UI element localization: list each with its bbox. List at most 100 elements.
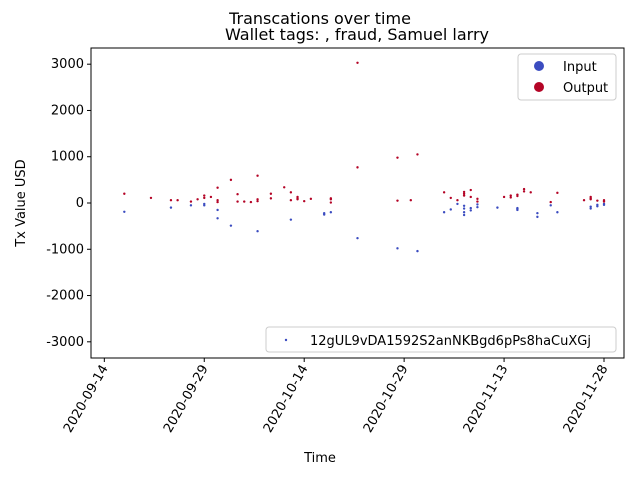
output-point (243, 200, 246, 203)
input-point (462, 204, 466, 207)
y-tick-label: 0 (76, 196, 84, 211)
input-point (536, 211, 539, 215)
legend-output-marker (534, 82, 544, 92)
output-point (269, 192, 273, 195)
output-point (123, 192, 126, 195)
output-point (556, 191, 559, 195)
legend-input-marker (534, 61, 544, 71)
output-point (396, 199, 399, 202)
output-point (303, 199, 306, 203)
output-point (509, 194, 512, 197)
y-axis-label: Tx Value USD (14, 159, 29, 247)
legend-upper: Input Output (517, 53, 617, 101)
output-point (356, 166, 359, 169)
output-point (522, 187, 526, 191)
input-point (476, 205, 479, 209)
input-point (203, 204, 206, 207)
input-point (462, 213, 466, 217)
input-point (516, 206, 519, 210)
input-point (189, 204, 193, 207)
input-point (549, 204, 552, 207)
legend-lower: 12gUL9vDA1592S2anNKBgd6pPs8haCuXGj (265, 326, 617, 353)
output-point (602, 200, 606, 203)
output-point (256, 174, 259, 177)
output-point (283, 186, 286, 189)
input-point (216, 208, 219, 212)
y-tick-label: -2000 (46, 289, 84, 304)
output-point (529, 191, 532, 194)
output-point (209, 195, 213, 199)
input-point (596, 205, 599, 208)
output-point (203, 194, 206, 197)
input-point (516, 208, 519, 212)
input-point (442, 211, 446, 214)
input-point (229, 224, 233, 227)
output-point (469, 195, 472, 199)
y-tick-label: 2000 (51, 103, 84, 118)
input-point (169, 206, 173, 209)
y-axis: -3000 -2000 -1000 0 1000 2000 3000 (46, 57, 91, 350)
chart-suptitle: Transcations over time (228, 9, 411, 28)
output-point (169, 199, 173, 202)
output-point (189, 200, 193, 203)
input-point (589, 205, 592, 208)
output-point (476, 197, 479, 201)
output-point (269, 197, 273, 200)
output-point (596, 199, 599, 202)
output-point (256, 198, 259, 201)
input-point (462, 211, 466, 214)
output-point (249, 200, 253, 204)
output-point (469, 188, 472, 192)
output-point (216, 200, 219, 204)
output-point (256, 199, 259, 203)
input-point (449, 208, 452, 211)
input-point (329, 211, 333, 214)
output-point (549, 200, 552, 204)
output-point (296, 197, 299, 200)
legend-address-label: 12gUL9vDA1592S2anNKBgd6pPs8haCuXGj (310, 334, 591, 349)
output-point (522, 190, 526, 193)
input-point (589, 207, 592, 210)
x-axis-label: Time (303, 451, 336, 466)
output-point (329, 198, 333, 201)
input-point (256, 230, 259, 233)
output-point (589, 195, 592, 199)
input-point (216, 217, 219, 220)
output-point (442, 191, 446, 194)
output-point (289, 191, 293, 194)
output-point (509, 196, 512, 199)
data-points (123, 61, 606, 253)
legend-lower-box (265, 326, 617, 353)
output-point (416, 153, 419, 156)
input-point (123, 210, 126, 213)
output-point (216, 186, 219, 189)
output-point (309, 197, 313, 201)
input-point (456, 202, 459, 206)
output-point (149, 196, 153, 200)
input-point (476, 203, 479, 206)
output-point (196, 198, 199, 201)
output-point (409, 199, 412, 202)
input-point (556, 211, 559, 214)
input-point (496, 206, 499, 209)
output-point (229, 178, 233, 182)
output-point (502, 195, 506, 199)
output-point (462, 194, 466, 197)
output-point (329, 201, 333, 204)
output-point (396, 156, 399, 159)
output-point (203, 196, 206, 200)
input-point (462, 207, 466, 210)
legend-address-marker (284, 338, 288, 342)
output-point (476, 200, 479, 203)
output-point (289, 199, 293, 202)
input-point (469, 206, 472, 210)
output-point (236, 200, 239, 203)
y-tick-label: 3000 (51, 57, 84, 72)
input-point (322, 211, 326, 215)
chart-title: Wallet tags: , fraud, Samuel larry (225, 25, 489, 44)
legend-output-label: Output (563, 81, 608, 96)
y-tick-label: 1000 (51, 150, 84, 165)
output-point (462, 192, 466, 195)
input-point (289, 218, 293, 221)
